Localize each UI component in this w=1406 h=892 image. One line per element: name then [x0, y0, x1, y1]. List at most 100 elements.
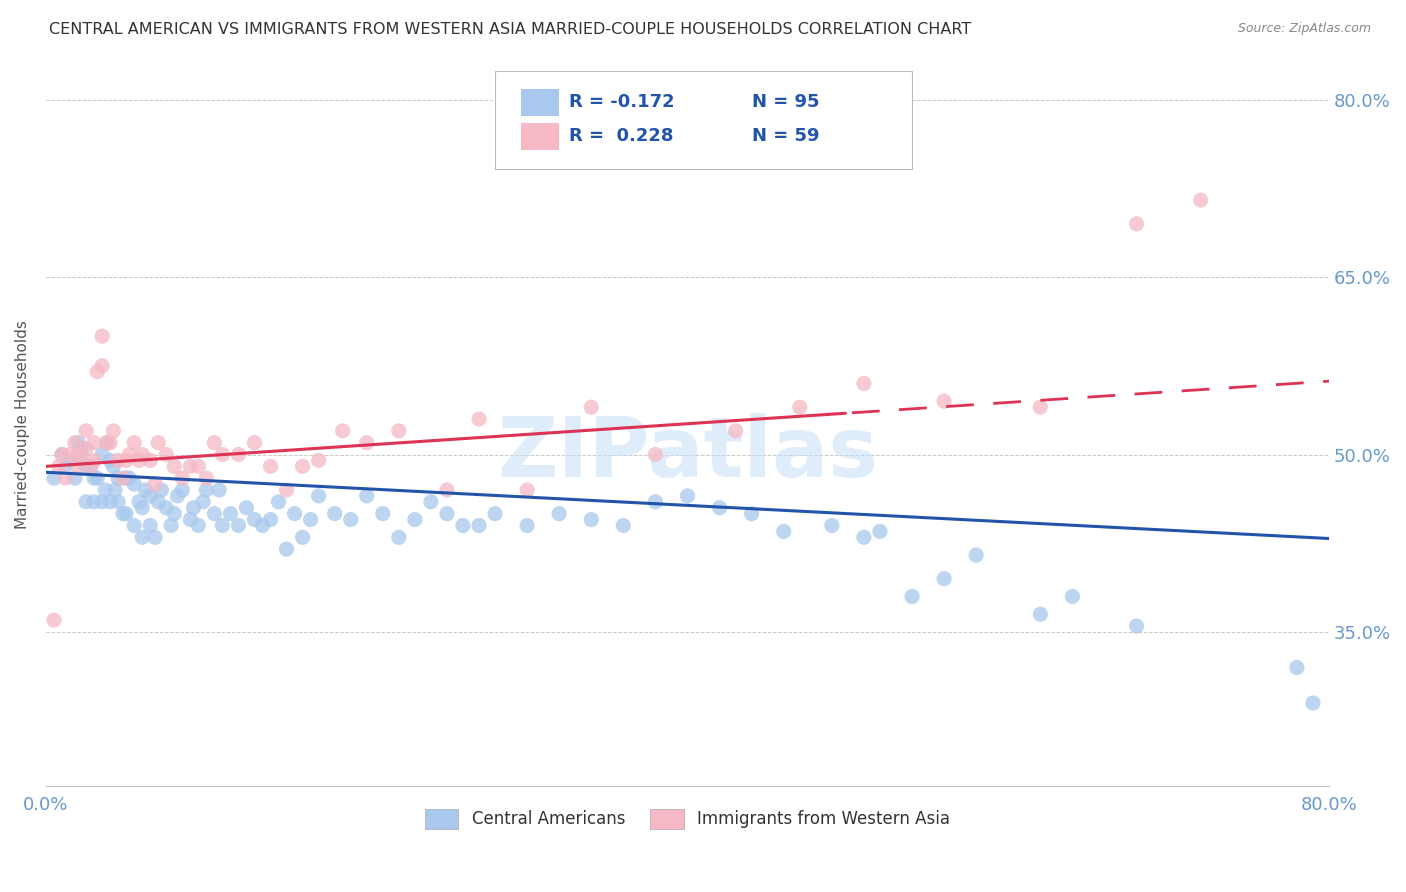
Point: [179, 459, 201, 474]
Point: [179, 512, 201, 526]
Point: [139, 453, 162, 467]
Point: [1029, 400, 1052, 414]
Point: [211, 448, 233, 462]
Point: [1285, 660, 1308, 674]
Point: [202, 435, 225, 450]
Point: [96, 435, 118, 450]
Text: R = -0.172: R = -0.172: [569, 94, 675, 112]
Point: [148, 495, 170, 509]
Point: [308, 453, 330, 467]
Point: [612, 518, 634, 533]
Point: [1062, 590, 1084, 604]
Point: [63, 435, 86, 450]
Point: [107, 453, 129, 467]
Point: [901, 590, 924, 604]
Point: [1189, 193, 1212, 207]
Point: [228, 448, 250, 462]
Point: [741, 507, 763, 521]
Point: [131, 500, 153, 515]
Point: [80, 459, 103, 474]
Point: [195, 471, 218, 485]
Point: [107, 495, 129, 509]
Point: [172, 471, 194, 485]
Point: [243, 435, 266, 450]
Point: [208, 483, 231, 497]
Point: [388, 530, 411, 544]
Point: [516, 518, 538, 533]
Point: [70, 453, 93, 467]
Point: [75, 424, 97, 438]
Point: [166, 489, 188, 503]
Point: [115, 471, 138, 485]
Point: [67, 448, 90, 462]
Point: [581, 400, 603, 414]
Point: [252, 518, 274, 533]
Point: [118, 448, 141, 462]
Point: [150, 483, 173, 497]
Point: [67, 459, 90, 474]
Point: [51, 448, 73, 462]
Point: [276, 542, 298, 557]
Point: [676, 489, 699, 503]
Legend: Central Americans, Immigrants from Western Asia: Central Americans, Immigrants from Weste…: [419, 803, 956, 835]
Point: [388, 424, 411, 438]
Point: [291, 530, 314, 544]
Point: [308, 489, 330, 503]
Point: [86, 471, 108, 485]
Point: [932, 572, 955, 586]
Y-axis label: Married-couple Households: Married-couple Households: [15, 320, 30, 529]
Point: [115, 507, 138, 521]
Point: [53, 471, 76, 485]
Point: [195, 483, 218, 497]
Point: [356, 435, 378, 450]
Point: [276, 483, 298, 497]
Point: [259, 459, 281, 474]
Text: R =  0.228: R = 0.228: [569, 128, 673, 145]
Point: [42, 613, 65, 627]
Point: [83, 471, 105, 485]
Point: [96, 435, 118, 450]
Point: [436, 507, 458, 521]
Text: N = 95: N = 95: [752, 94, 820, 112]
Point: [75, 495, 97, 509]
Point: [98, 435, 121, 450]
Point: [852, 376, 875, 391]
Point: [70, 448, 93, 462]
Point: [111, 507, 134, 521]
Point: [91, 329, 114, 343]
Point: [75, 459, 97, 474]
Point: [103, 424, 125, 438]
Point: [67, 435, 90, 450]
Point: [155, 448, 177, 462]
Point: [118, 471, 141, 485]
Point: [104, 483, 127, 497]
Point: [122, 435, 145, 450]
Point: [548, 507, 571, 521]
Point: [131, 530, 153, 544]
Point: [155, 500, 177, 515]
Point: [75, 442, 97, 456]
Point: [243, 512, 266, 526]
Point: [172, 483, 194, 497]
Point: [143, 530, 166, 544]
Point: [516, 483, 538, 497]
Point: [86, 365, 108, 379]
Point: [323, 507, 346, 521]
Point: [148, 435, 170, 450]
Point: [59, 453, 82, 467]
Point: [581, 512, 603, 526]
Point: [91, 359, 114, 373]
Point: [187, 518, 209, 533]
Point: [134, 483, 156, 497]
Point: [94, 483, 117, 497]
Point: [107, 471, 129, 485]
Point: [83, 495, 105, 509]
Point: [83, 453, 105, 467]
Point: [131, 448, 153, 462]
Point: [965, 548, 987, 562]
Point: [42, 471, 65, 485]
Point: [772, 524, 794, 539]
Point: [63, 471, 86, 485]
Point: [235, 500, 257, 515]
Point: [103, 459, 125, 474]
